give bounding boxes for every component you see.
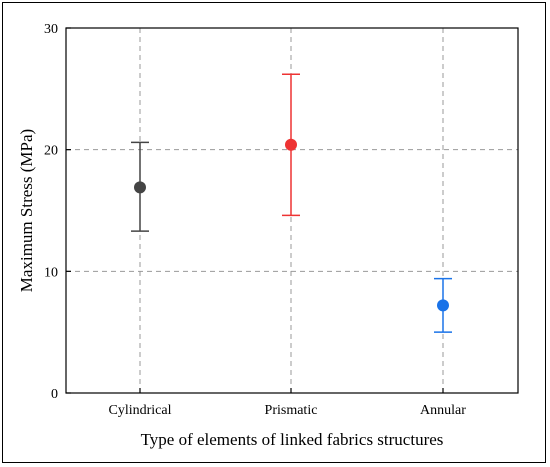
- y-tick-label: 30: [44, 22, 58, 37]
- data-point-group: [282, 73, 300, 217]
- data-point-group: [434, 277, 452, 333]
- data-point-marker: [134, 181, 146, 194]
- y-tick-label: 20: [44, 144, 58, 159]
- figure-frame: [2, 2, 546, 463]
- data-point-group: [131, 141, 149, 232]
- y-tick-label: 10: [44, 265, 58, 280]
- grid-lines: [66, 28, 518, 393]
- data-points: [131, 73, 452, 333]
- data-point-marker: [437, 299, 449, 312]
- plot-area: [65, 27, 519, 394]
- x-tick-label: Prismatic: [265, 403, 318, 418]
- x-axis: Cylindrical Prismatic Annular: [109, 388, 466, 418]
- x-axis-title: Type of elements of linked fabrics struc…: [141, 430, 444, 449]
- y-axis: 0 10 20 30: [44, 22, 71, 402]
- y-tick-label: 0: [51, 387, 58, 402]
- x-tick-label: Cylindrical: [109, 403, 172, 418]
- y-axis-title: Maximum Stress (MPa): [17, 129, 36, 292]
- x-tick-label: Annular: [420, 403, 466, 418]
- data-point-marker: [285, 138, 297, 151]
